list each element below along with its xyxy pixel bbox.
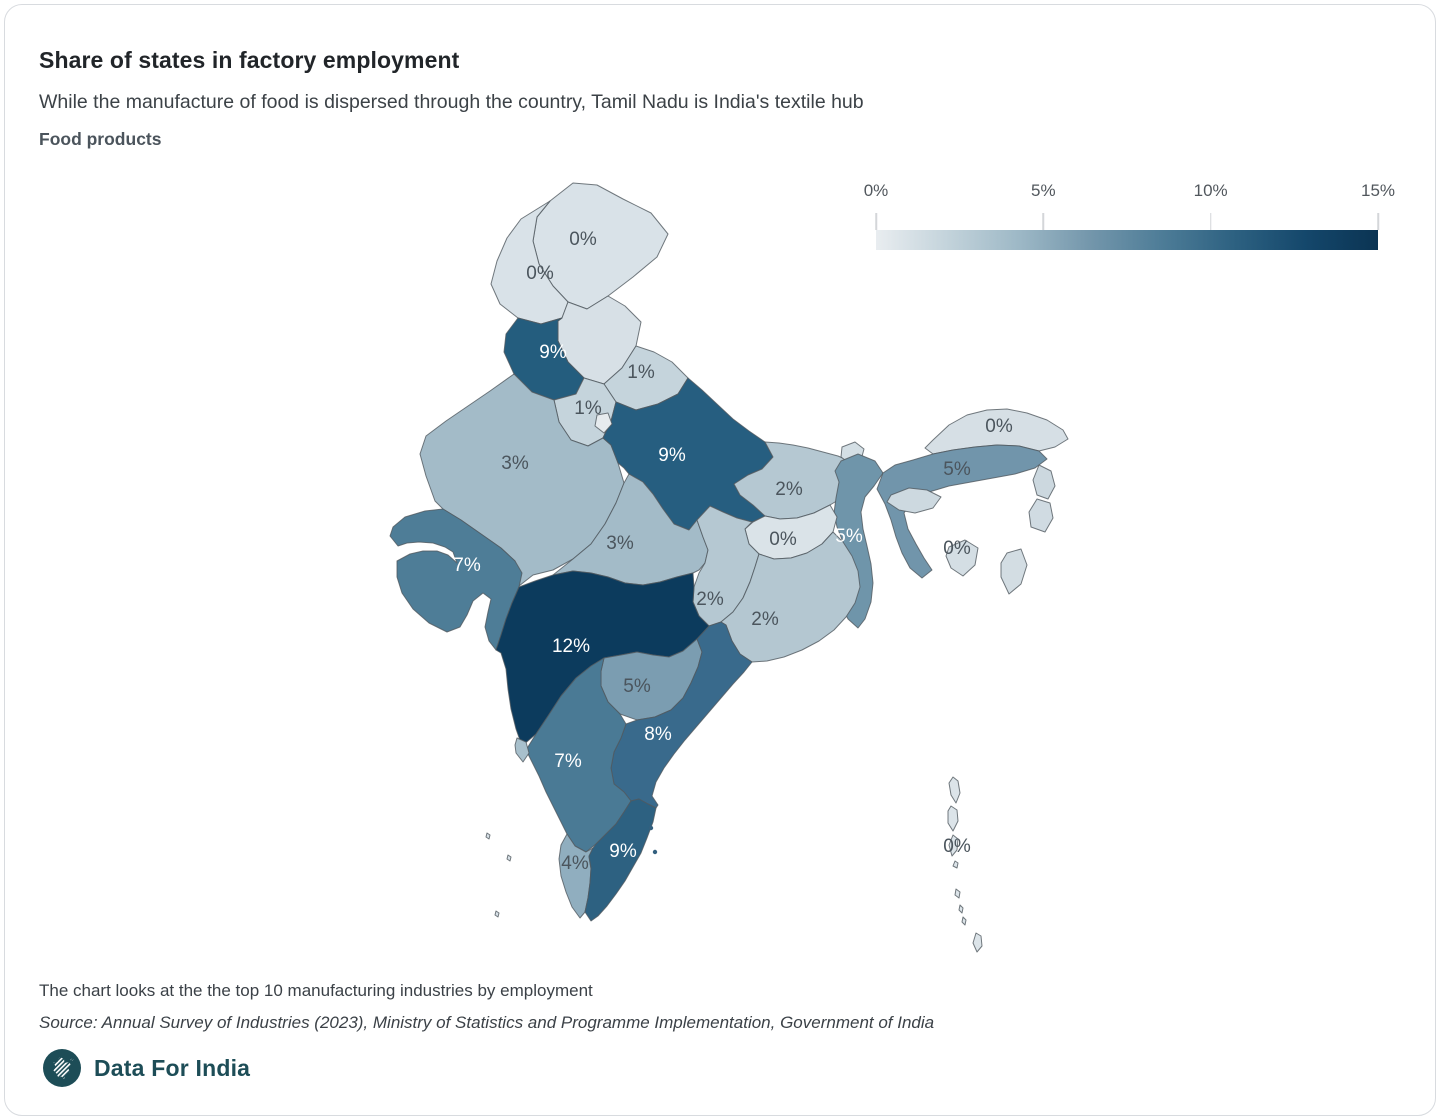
- puducherry-dot-2: [652, 849, 658, 855]
- chart-footnote: The chart looks at the the top 10 manufa…: [39, 981, 593, 1000]
- state-assam[interactable]: [876, 444, 1048, 579]
- legend-tick-mark: [1377, 213, 1379, 230]
- page-title: Share of states in factory employment: [39, 47, 460, 73]
- legend-tick-mark: [1209, 213, 1212, 230]
- state-mizoram[interactable]: [1000, 548, 1028, 595]
- puducherry-dot: [648, 825, 654, 831]
- legend-tick-label: 15%: [1360, 181, 1396, 200]
- state-meghalaya[interactable]: [886, 487, 942, 514]
- legend-tick-label: 5%: [1031, 181, 1056, 200]
- legend-tick-label: 10%: [1193, 181, 1228, 200]
- legend-tick-label: 0%: [863, 181, 889, 200]
- source-attribution: Source: Annual Survey of Industries (202…: [39, 1013, 935, 1032]
- state-goa[interactable]: [514, 737, 530, 763]
- data-for-india-logo[interactable]: Data For India: [43, 1049, 250, 1087]
- legend-tick-mark: [875, 213, 877, 230]
- state-andaman-nicobar[interactable]: [947, 776, 983, 953]
- state-tamil-nadu[interactable]: [584, 798, 657, 922]
- state-tripura[interactable]: [945, 539, 979, 577]
- state-lakshadweep[interactable]: [485, 832, 512, 918]
- chart-card: Share of states in factory employment Wh…: [4, 4, 1436, 1116]
- state-karnataka[interactable]: [525, 657, 632, 853]
- color-legend: 0% 5% 10% 15%: [864, 181, 1395, 251]
- state-manipur[interactable]: [1028, 498, 1054, 533]
- state-nagaland[interactable]: [1032, 464, 1056, 500]
- legend-gradient-bar: [876, 230, 1378, 250]
- state-andhra-pradesh[interactable]: [610, 621, 753, 809]
- industry-tab-label: Food products: [39, 129, 162, 149]
- state-odisha[interactable]: [720, 531, 861, 663]
- brand-logo-icon: [43, 1049, 81, 1087]
- chart-subtitle: While the manufacture of food is dispers…: [39, 91, 864, 113]
- state-delhi[interactable]: [594, 412, 613, 434]
- state-rajasthan[interactable]: [419, 373, 625, 587]
- india-choropleth-map: 0%0%9%1%1%3% 9%2%5%0%0%5%0%3%7%2%2%12%5%8…: [389, 182, 1069, 953]
- legend-tick-mark: [1042, 213, 1045, 230]
- brand-logo-text: Data For India: [94, 1054, 251, 1081]
